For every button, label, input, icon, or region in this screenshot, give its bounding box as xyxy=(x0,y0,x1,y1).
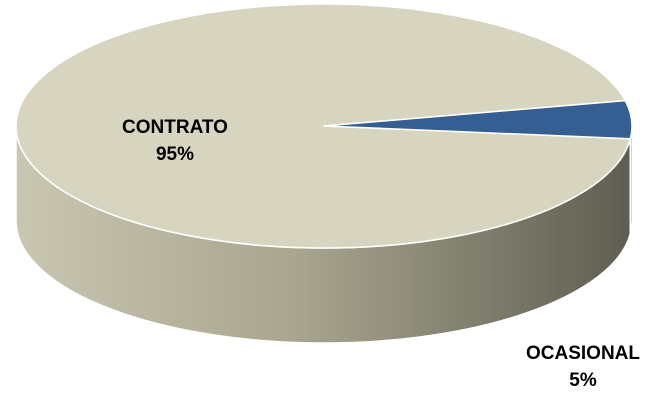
slice-value-ocasional: 5% xyxy=(569,370,597,391)
slice-value-contrato: 95% xyxy=(155,144,195,165)
slice-top-contrato xyxy=(15,3,632,249)
slice-name-ocasional: OCASIONAL xyxy=(526,343,640,364)
slice-name-contrato: CONTRATO xyxy=(122,117,228,138)
slice-side-ocasional xyxy=(629,125,633,234)
pie-tops xyxy=(15,3,633,249)
slice-label-ocasional: OCASIONAL 5% xyxy=(508,340,654,394)
slice-top-ocasional xyxy=(323,99,633,140)
slice-label-contrato: CONTRATO 95% xyxy=(100,114,250,168)
